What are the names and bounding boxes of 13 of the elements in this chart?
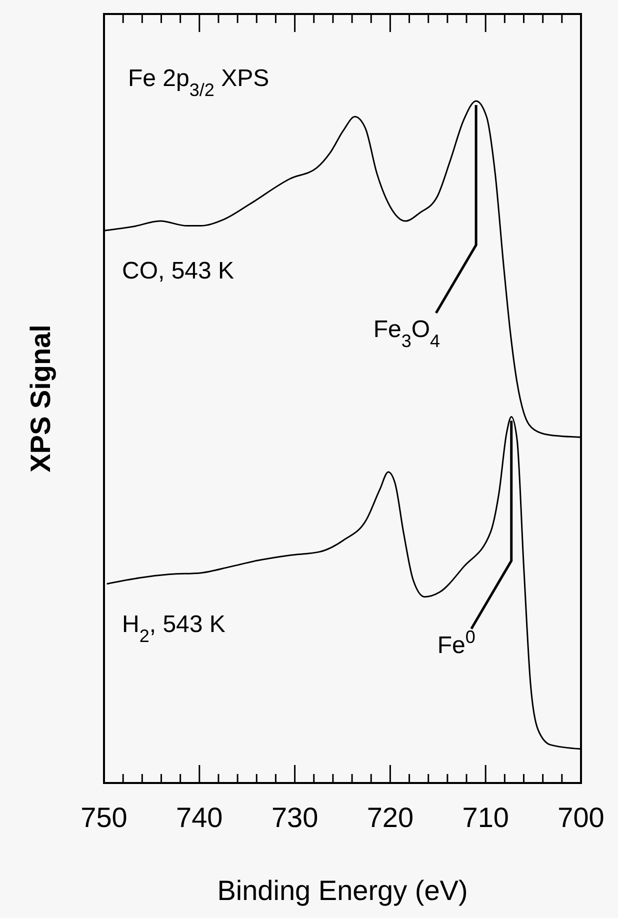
- chart-title: Fe 2p$_{3/2}$ XPS: [128, 65, 270, 100]
- x-tick-label: 710: [462, 802, 509, 833]
- x-axis-title: Binding Energy (eV): [217, 875, 468, 906]
- y-axis-title: XPS Signal: [25, 324, 56, 472]
- x-tick-label: 740: [176, 802, 223, 833]
- series-label: CO, 543 K: [122, 258, 234, 285]
- x-tick-label: 720: [366, 802, 414, 833]
- x-tick-label: 730: [271, 802, 318, 833]
- x-tick-label: 700: [558, 802, 604, 833]
- annotation: Fe$^{0}$: [437, 626, 476, 659]
- x-tick-label: 750: [80, 802, 128, 833]
- annotation: Fe$_{3}$O$_{4}$: [373, 316, 440, 351]
- series-label: H$_{2}$, 543 K: [122, 610, 226, 646]
